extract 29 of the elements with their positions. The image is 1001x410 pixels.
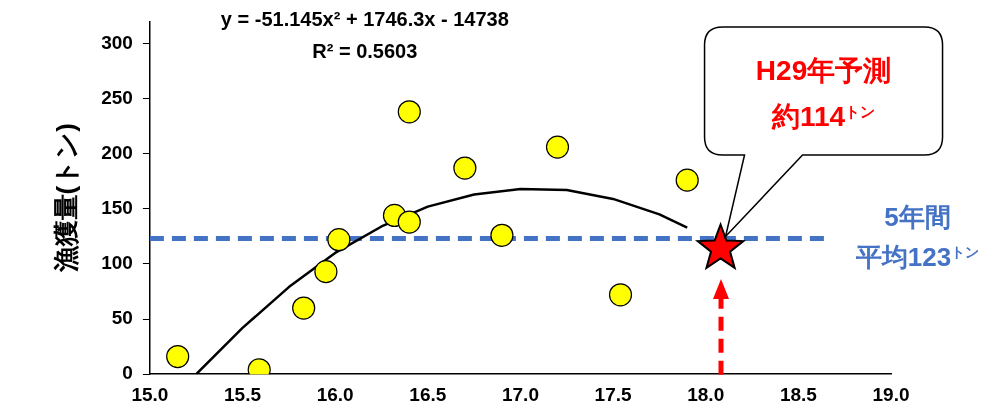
y-tick-label: 150 bbox=[101, 197, 133, 219]
y-tick-label: 100 bbox=[101, 252, 133, 274]
point bbox=[314, 260, 338, 284]
point bbox=[675, 168, 699, 192]
point bbox=[397, 210, 421, 234]
y-tick-label: 300 bbox=[101, 31, 133, 53]
annotation: y = -51.145x² + 1746.3x - 14738 R² = 0.5603 bbox=[220, 7, 509, 62]
point bbox=[453, 156, 477, 180]
x-tick-label: 18.5 bbox=[779, 383, 818, 405]
y-tick-label: 50 bbox=[111, 307, 133, 329]
x-tick-label: 16.5 bbox=[409, 383, 447, 405]
point bbox=[545, 135, 570, 159]
x-tick-label: 17.5 bbox=[594, 383, 633, 405]
y-tick-label: 200 bbox=[101, 141, 133, 163]
y-tick-label: 0 bbox=[122, 362, 133, 384]
y-tick-label: 250 bbox=[101, 86, 133, 108]
x-tick-label: 15.0 bbox=[131, 383, 169, 405]
x-tick-label: 19.0 bbox=[872, 383, 910, 405]
point bbox=[327, 228, 351, 252]
point bbox=[490, 223, 514, 247]
point bbox=[166, 344, 190, 369]
y-axis-title: 漁獲量(トン) bbox=[50, 123, 81, 274]
x-tick-label: 16.0 bbox=[316, 383, 354, 405]
point bbox=[608, 283, 633, 307]
x-tick-label: 15.5 bbox=[224, 383, 262, 405]
point bbox=[292, 296, 316, 320]
x-tick-label: 17.0 bbox=[501, 383, 539, 405]
point bbox=[397, 100, 421, 124]
x-tick-label: 18.0 bbox=[687, 383, 725, 405]
